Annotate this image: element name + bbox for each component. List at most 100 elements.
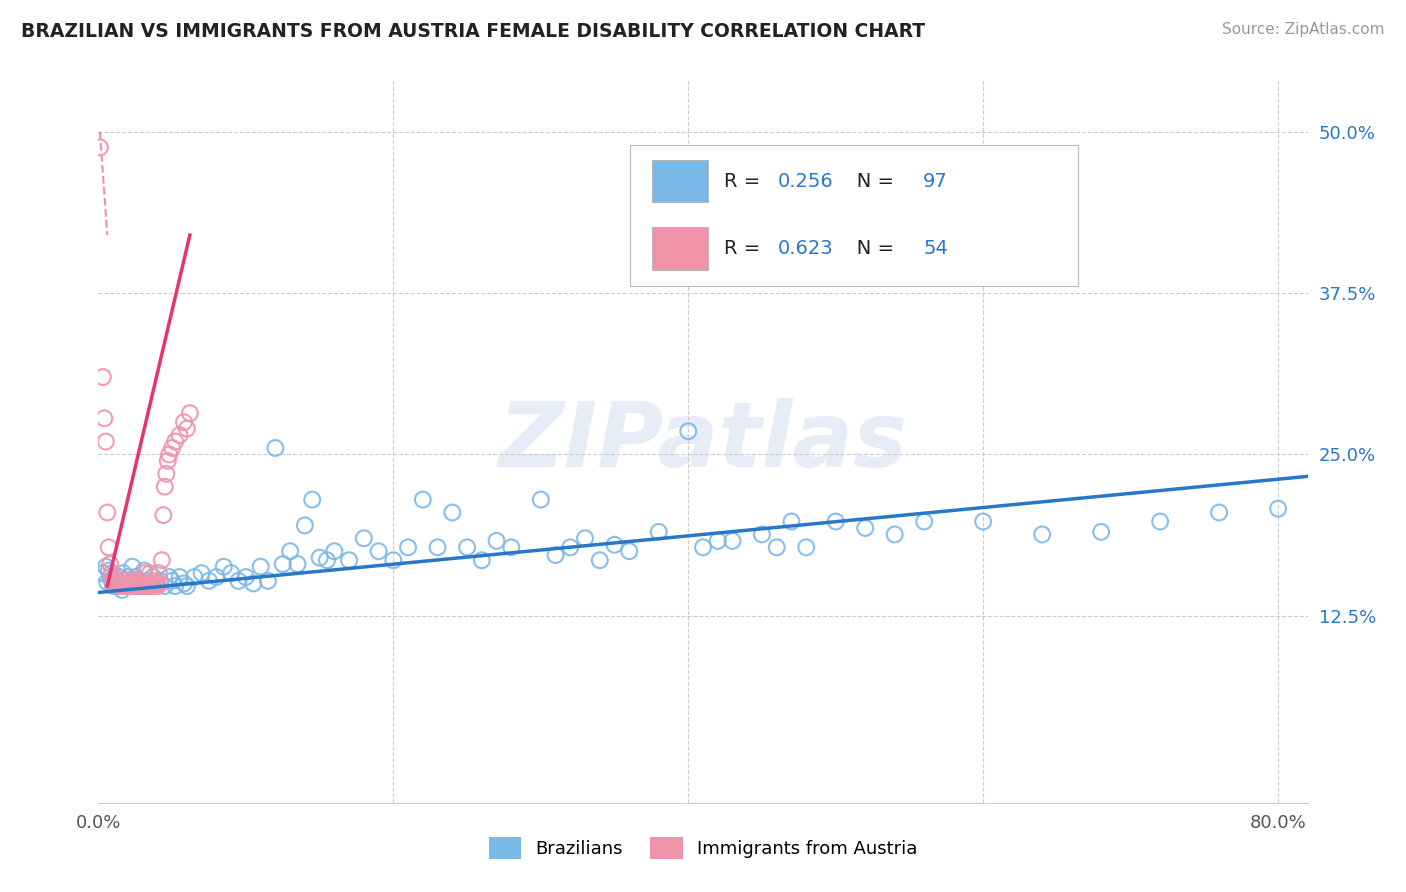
- Text: R =: R =: [724, 172, 766, 191]
- Point: [501, 541, 523, 555]
- Text: 0.623: 0.623: [778, 239, 834, 258]
- Point: [794, 541, 817, 555]
- Point: [107, 576, 129, 591]
- Point: [257, 574, 280, 588]
- Point: [111, 582, 134, 597]
- Point: [153, 480, 176, 494]
- Point: [110, 576, 132, 591]
- Point: [112, 576, 135, 591]
- Point: [160, 574, 183, 588]
- Point: [367, 544, 389, 558]
- Point: [127, 576, 149, 591]
- Text: N =: N =: [838, 172, 901, 191]
- Point: [972, 515, 994, 529]
- Point: [353, 531, 375, 545]
- Legend: Brazilians, Immigrants from Austria: Brazilians, Immigrants from Austria: [481, 830, 925, 866]
- Point: [242, 576, 264, 591]
- Point: [117, 570, 139, 584]
- Point: [249, 559, 271, 574]
- Point: [441, 506, 464, 520]
- Point: [118, 579, 141, 593]
- Point: [692, 541, 714, 555]
- Point: [139, 579, 162, 593]
- Point: [530, 492, 553, 507]
- Point: [264, 441, 287, 455]
- Point: [125, 579, 148, 593]
- Point: [101, 574, 124, 588]
- Point: [146, 576, 169, 591]
- Text: 97: 97: [924, 172, 948, 191]
- Point: [198, 574, 221, 588]
- Point: [136, 574, 159, 588]
- Point: [883, 527, 905, 541]
- Point: [382, 553, 405, 567]
- Text: 54: 54: [924, 239, 948, 258]
- Point: [780, 515, 803, 529]
- Point: [93, 411, 115, 425]
- Point: [105, 574, 128, 588]
- Point: [287, 557, 309, 571]
- Point: [165, 579, 187, 593]
- Point: [117, 576, 139, 591]
- Text: R =: R =: [724, 239, 766, 258]
- Point: [122, 579, 145, 593]
- Point: [97, 541, 120, 555]
- Point: [134, 564, 156, 578]
- Point: [149, 576, 172, 591]
- Point: [89, 140, 111, 154]
- Point: [176, 422, 198, 436]
- Point: [560, 541, 582, 555]
- Text: 0.256: 0.256: [778, 172, 834, 191]
- Point: [124, 570, 146, 584]
- Point: [308, 550, 330, 565]
- Point: [1208, 506, 1230, 520]
- Point: [91, 370, 114, 384]
- Point: [1149, 515, 1171, 529]
- Point: [141, 576, 163, 591]
- Point: [173, 415, 195, 429]
- Point: [150, 553, 173, 567]
- Point: [235, 570, 257, 584]
- Point: [316, 553, 339, 567]
- Point: [323, 544, 346, 558]
- Point: [108, 570, 131, 584]
- Point: [114, 574, 136, 588]
- Point: [301, 492, 323, 507]
- Point: [145, 576, 167, 591]
- Point: [115, 579, 138, 593]
- Point: [153, 579, 176, 593]
- Point: [169, 570, 191, 584]
- Point: [765, 541, 787, 555]
- Point: [412, 492, 434, 507]
- Point: [173, 576, 195, 591]
- Point: [121, 574, 143, 588]
- Point: [190, 566, 212, 581]
- Point: [152, 508, 174, 522]
- Point: [142, 579, 165, 593]
- Point: [271, 557, 294, 571]
- Text: BRAZILIAN VS IMMIGRANTS FROM AUSTRIA FEMALE DISABILITY CORRELATION CHART: BRAZILIAN VS IMMIGRANTS FROM AUSTRIA FEM…: [21, 22, 925, 41]
- Point: [149, 574, 172, 588]
- Point: [131, 579, 153, 593]
- Point: [485, 533, 508, 548]
- Point: [125, 579, 148, 593]
- Point: [121, 559, 143, 574]
- Point: [91, 566, 114, 581]
- FancyBboxPatch shape: [652, 160, 707, 202]
- Point: [94, 559, 117, 574]
- Point: [131, 576, 153, 591]
- Text: Source: ZipAtlas.com: Source: ZipAtlas.com: [1222, 22, 1385, 37]
- Point: [115, 579, 138, 593]
- Point: [100, 574, 122, 588]
- Point: [112, 566, 135, 581]
- FancyBboxPatch shape: [630, 145, 1078, 286]
- Point: [129, 579, 152, 593]
- Point: [619, 544, 641, 558]
- Point: [98, 570, 121, 584]
- Point: [648, 524, 671, 539]
- Point: [128, 574, 150, 588]
- Point: [124, 576, 146, 591]
- Point: [205, 570, 228, 584]
- Point: [127, 574, 149, 588]
- Point: [135, 579, 157, 593]
